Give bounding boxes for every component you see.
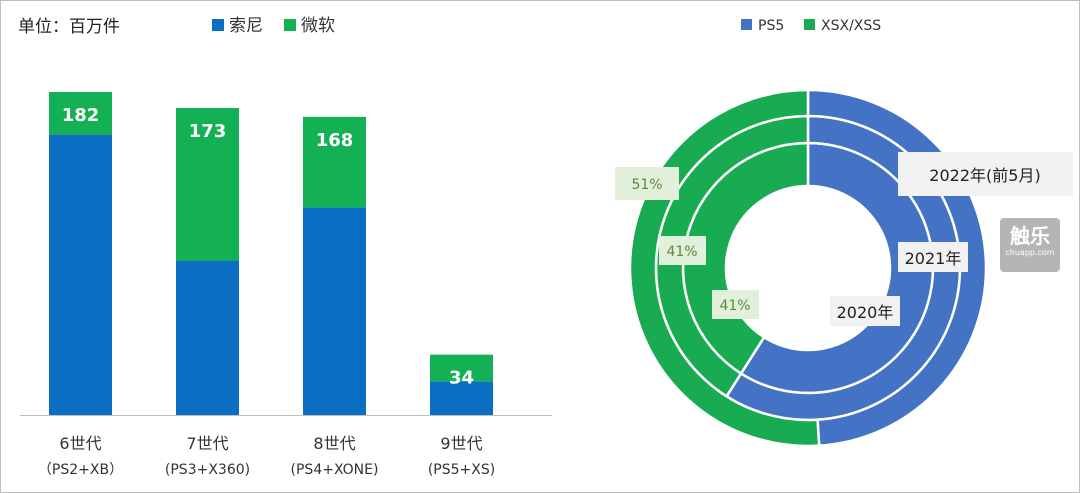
legend-label-ps5: PS5 [758,18,784,34]
ring-label-box-2022 [898,152,1073,196]
watermark-url: chuapp.com [1005,248,1055,257]
bar-chart: 182 6世代 （PS2+XB） 173 7世代 (PS3+X360) 168 8世代 (PS4… [38,92,495,478]
pct-label-2020: 41% [719,298,750,314]
legend-swatch-ps5 [741,19,752,30]
bar-microsoft-3 [303,116,366,208]
watermark-logo: 触乐 [1010,224,1050,248]
legend-label-xsx: XSX/XSS [821,18,881,34]
bar-sony-2 [176,260,239,415]
ring-label-box-2021 [898,242,968,272]
category-label-4: 9世代 [440,434,482,453]
bar-sony-1 [49,134,112,416]
bar-microsoft-2 [176,107,239,261]
legend-swatch-microsoft [284,19,296,31]
category-label-2: 7世代 [186,434,228,453]
bar-microsoft-1 [49,92,112,135]
category-label-3: 8世代 [313,434,355,453]
pct-label-box-2021 [659,236,706,265]
legend-swatch-sony [212,19,224,31]
total-label-1: 182 [62,105,100,126]
total-label-3: 168 [316,130,354,151]
ring-label-box-2020 [830,296,900,326]
legend-label-microsoft: 微软 [301,16,335,36]
bar-sony-3 [303,207,366,415]
unit-label: 单位：百万件 [18,17,120,37]
category-sublabel-3: (PS4+XONE) [291,462,379,478]
bar-microsoft-4 [430,354,493,382]
ring-label-2020: 2020年 [837,303,894,322]
category-sublabel-4: (PS5+XS) [428,462,495,478]
total-label-4: 34 [449,368,474,389]
pct-label-2021: 41% [666,244,697,260]
category-label-1: 6世代 [59,434,101,453]
bar-sony-4 [430,381,493,415]
legend-label-sony: 索尼 [229,16,263,36]
total-label-2: 173 [189,121,227,142]
watermark-badge: 触乐 chuapp.com [1000,218,1060,272]
category-sublabel-2: (PS3+X360) [165,462,250,478]
pct-label-box-2022 [615,167,679,200]
legend-swatch-xsx [804,19,815,30]
donut-labels: 2022年(前5月) 2021年 2020年 51% 41% 41% [615,152,1073,326]
category-sublabel-1: （PS2+XB） [38,462,123,478]
bar-legend: 索尼 微软 [212,16,335,36]
pie-legend: PS5 XSX/XSS [741,18,881,34]
pct-label-2022: 51% [631,177,662,193]
ring-label-2022: 2022年(前5月) [929,166,1040,185]
pct-label-box-2020 [712,290,759,319]
ring-label-2021: 2021年 [905,249,962,268]
